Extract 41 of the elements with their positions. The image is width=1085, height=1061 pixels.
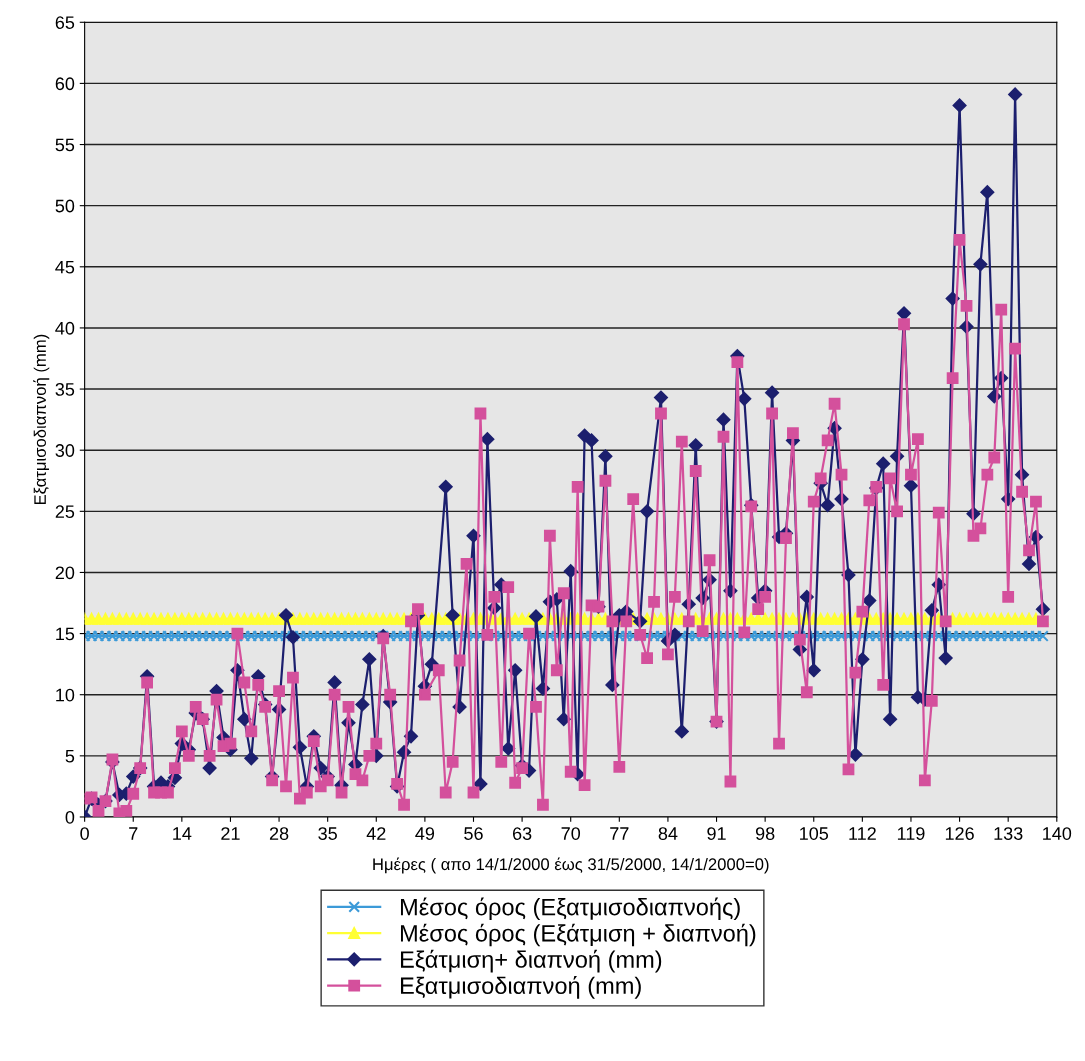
legend-label: Εξατμισοδιαπνοή (mm) bbox=[400, 976, 641, 999]
y-tick-label: 5 bbox=[65, 749, 75, 763]
y-tick-label: 35 bbox=[55, 382, 75, 396]
x-tick-label: 126 bbox=[945, 827, 974, 840]
legend-label: Μέσος όρος (Εξάτμιση + διαπνοή) bbox=[400, 923, 756, 947]
y-tick-label: 45 bbox=[55, 260, 75, 274]
x-tick-label: 14 bbox=[173, 827, 192, 840]
y-tick-label: 55 bbox=[55, 138, 75, 152]
x-tick-label: 21 bbox=[221, 827, 240, 840]
legend-label: Εξάτμιση+ διαπνοή (mm) bbox=[400, 949, 662, 973]
x-tick-label: 56 bbox=[464, 827, 483, 840]
x-tick-label: 28 bbox=[269, 827, 289, 840]
x-tick-label: 77 bbox=[610, 827, 629, 840]
x-tick-label: 0 bbox=[80, 827, 89, 840]
y-tick-label: 10 bbox=[56, 688, 75, 702]
y-axis-title: Εξατμισοδιαπνοή (mm) bbox=[33, 334, 50, 505]
x-tick-label: 119 bbox=[897, 827, 925, 840]
y-tick-label: 30 bbox=[55, 444, 75, 457]
y-tick-label: 50 bbox=[55, 199, 75, 213]
x-tick-label: 140 bbox=[1043, 827, 1072, 840]
y-tick-label: 60 bbox=[55, 77, 75, 91]
legend-label: Μέσος όρος (Εξατμισοδιαπνοής) bbox=[400, 897, 740, 921]
y-tick-label: 65 bbox=[55, 16, 75, 29]
y-tick-label: 0 bbox=[65, 810, 75, 824]
x-tick-label: 91 bbox=[707, 827, 726, 840]
x-tick-label: 42 bbox=[366, 827, 386, 840]
x-tick-label: 112 bbox=[849, 827, 876, 840]
x-tick-label: 70 bbox=[561, 827, 581, 840]
x-tick-label: 105 bbox=[800, 827, 829, 840]
x-tick-label: 7 bbox=[129, 827, 138, 840]
x-axis-title: Ημέρες ( απο 14/1/2000 έως 31/5/2000, 14/1/2000=0) bbox=[373, 857, 769, 874]
y-tick-label: 25 bbox=[55, 505, 75, 519]
x-tick-label: 63 bbox=[512, 827, 532, 840]
y-tick-label: 15 bbox=[56, 627, 75, 641]
x-tick-label: 133 bbox=[994, 827, 1023, 840]
x-tick-label: 84 bbox=[658, 827, 678, 840]
x-tick-label: 49 bbox=[415, 827, 435, 840]
x-tick-label: 98 bbox=[755, 827, 775, 840]
y-tick-label: 40 bbox=[55, 321, 75, 335]
x-tick-label: 35 bbox=[318, 827, 337, 840]
y-tick-label: 20 bbox=[55, 566, 75, 580]
